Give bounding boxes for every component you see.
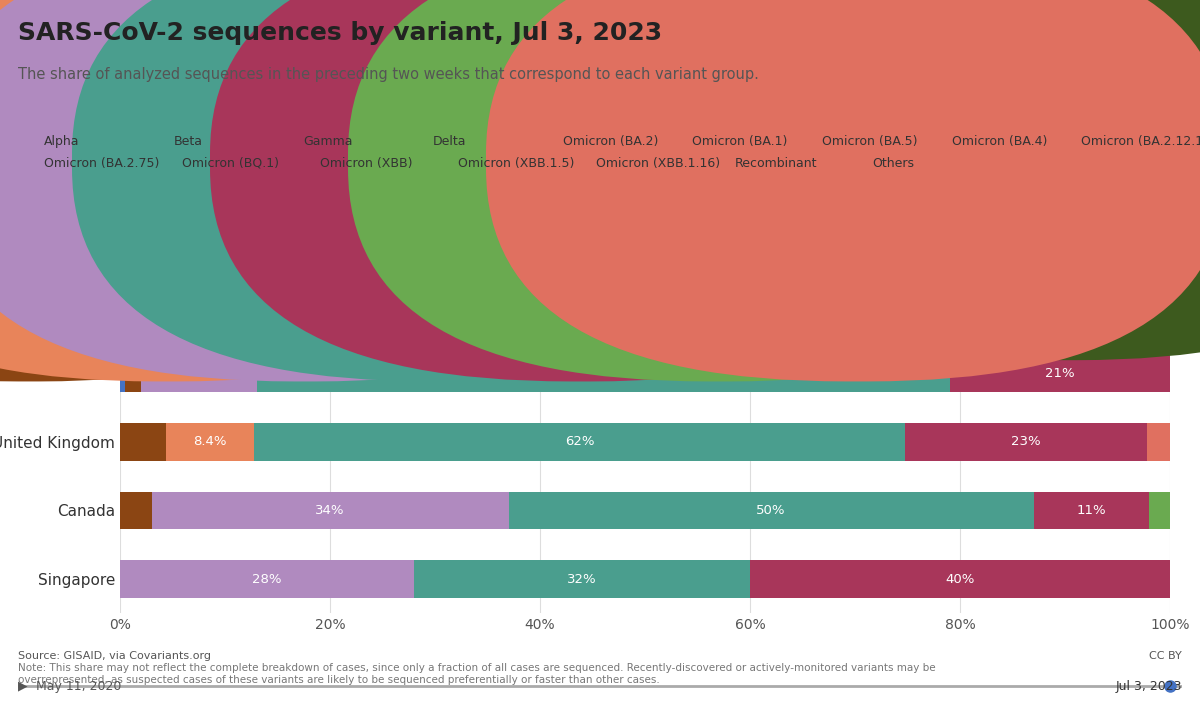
Text: ▶: ▶ — [18, 679, 28, 693]
Text: 31%: 31% — [935, 230, 965, 243]
Bar — [1112, 218, 1170, 255]
Text: Omicron (BA.2.12.1): Omicron (BA.2.12.1) — [1081, 135, 1200, 148]
Text: 8.4%: 8.4% — [193, 435, 227, 449]
Bar — [125, 354, 142, 392]
Bar — [509, 491, 1033, 530]
Bar — [346, 218, 787, 255]
Bar — [1033, 491, 1150, 530]
Bar — [906, 423, 1147, 461]
Text: Omicron (BA.4): Omicron (BA.4) — [952, 135, 1046, 148]
Bar — [120, 218, 131, 255]
Text: 28%: 28% — [252, 572, 282, 586]
Text: 21%: 21% — [1045, 367, 1074, 380]
Text: Delta: Delta — [433, 135, 467, 148]
Bar — [131, 218, 142, 255]
Text: 50%: 50% — [756, 504, 786, 517]
Bar — [949, 354, 1170, 392]
Bar — [913, 286, 1154, 324]
Text: Omicron (BA.5): Omicron (BA.5) — [822, 135, 918, 148]
Bar — [254, 423, 906, 461]
Text: Beta: Beta — [174, 135, 203, 148]
Bar — [120, 491, 151, 530]
Text: 23%: 23% — [1019, 298, 1049, 311]
Text: Source: GISAID, via Covariants.org: Source: GISAID, via Covariants.org — [18, 651, 211, 661]
Text: 62%: 62% — [572, 298, 602, 311]
Text: CC BY: CC BY — [1150, 651, 1182, 661]
Text: SARS-CoV-2 sequences by variant, Jul 3, 2023: SARS-CoV-2 sequences by variant, Jul 3, … — [18, 21, 662, 45]
Bar — [136, 286, 262, 324]
Text: Note: This share may not reflect the complete breakdown of cases, since only a f: Note: This share may not reflect the com… — [18, 663, 936, 684]
Text: 66%: 66% — [588, 367, 618, 380]
Text: 14%: 14% — [258, 230, 287, 243]
Bar — [142, 218, 199, 255]
Text: Omicron (XBB.1.5): Omicron (XBB.1.5) — [458, 157, 575, 169]
Text: Our World
in Data: Our World in Data — [1069, 28, 1150, 57]
Text: Omicron (BA.2): Omicron (BA.2) — [563, 135, 658, 148]
Bar — [414, 560, 750, 598]
Text: ▾: ▾ — [103, 96, 110, 111]
Text: May 11, 2020: May 11, 2020 — [36, 680, 121, 693]
Bar — [120, 560, 414, 598]
Text: 42%: 42% — [552, 230, 581, 243]
Text: Alpha: Alpha — [44, 135, 80, 148]
Text: 32%: 32% — [568, 572, 596, 586]
Bar — [142, 354, 257, 392]
Text: 23%: 23% — [1012, 435, 1040, 449]
Text: Omicron (BQ.1): Omicron (BQ.1) — [182, 157, 280, 169]
Text: Omicron (BA.1): Omicron (BA.1) — [692, 135, 787, 148]
Bar — [257, 354, 949, 392]
Text: Gamma: Gamma — [304, 135, 353, 148]
Text: Others: Others — [872, 157, 914, 169]
Text: Omicron (XBB.1.16): Omicron (XBB.1.16) — [596, 157, 720, 169]
Text: All together: All together — [35, 96, 115, 111]
Text: 34%: 34% — [316, 504, 344, 517]
Text: Jul 3, 2023: Jul 3, 2023 — [1116, 680, 1182, 693]
Text: 12%: 12% — [184, 298, 214, 311]
Text: 11%: 11% — [184, 367, 214, 380]
Bar — [166, 423, 254, 461]
Bar — [1150, 491, 1170, 530]
Text: 62%: 62% — [565, 435, 595, 449]
Bar — [151, 491, 509, 530]
Bar — [787, 218, 1112, 255]
Text: 11%: 11% — [1076, 504, 1106, 517]
Text: Omicron (XBB): Omicron (XBB) — [320, 157, 413, 169]
Text: Recombinant: Recombinant — [734, 157, 817, 169]
Bar — [199, 218, 346, 255]
Bar — [120, 286, 136, 324]
Text: The share of analyzed sequences in the preceding two weeks that correspond to ea: The share of analyzed sequences in the p… — [18, 67, 758, 82]
Bar — [1147, 423, 1170, 461]
Bar — [120, 423, 166, 461]
Bar — [262, 286, 913, 324]
Text: 40%: 40% — [946, 572, 974, 586]
Bar — [120, 354, 125, 392]
Bar — [750, 560, 1170, 598]
Text: Omicron (BA.2.75): Omicron (BA.2.75) — [44, 157, 160, 169]
Bar — [1154, 286, 1170, 324]
